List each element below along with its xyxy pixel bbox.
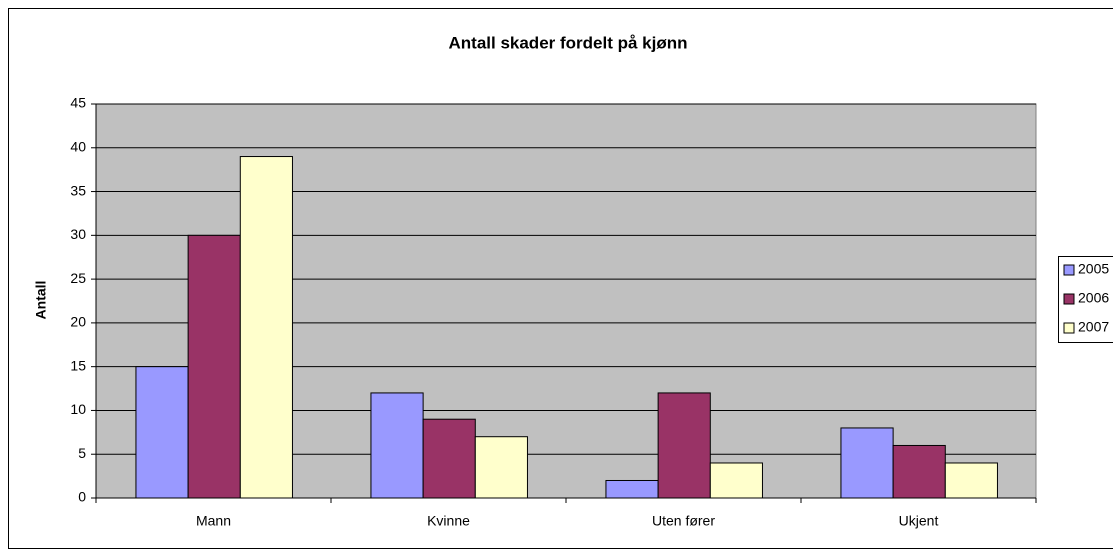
x-tick-label: Kvinne: [427, 513, 470, 529]
x-tick-label: Uten fører: [652, 513, 715, 529]
bar: [371, 393, 423, 498]
y-tick-label: 30: [70, 226, 86, 242]
legend-label: 2005: [1078, 261, 1109, 277]
bar: [423, 419, 475, 498]
bar: [658, 393, 710, 498]
bar: [945, 463, 997, 498]
y-tick-label: 0: [78, 489, 86, 505]
x-tick-label: Ukjent: [899, 513, 939, 529]
legend-label: 2007: [1078, 319, 1109, 335]
y-tick-label: 10: [70, 401, 86, 417]
y-axis-label: Antall: [33, 281, 49, 320]
y-tick-label: 5: [78, 445, 86, 461]
y-tick-label: 40: [70, 138, 86, 154]
bar: [136, 367, 188, 498]
y-tick-label: 45: [70, 95, 86, 111]
bar: [475, 437, 527, 498]
legend-swatch: [1064, 323, 1074, 333]
y-tick-label: 15: [70, 357, 86, 373]
legend-label: 2006: [1078, 290, 1109, 306]
bar: [240, 157, 292, 498]
bar: [841, 428, 893, 498]
bar: [188, 235, 240, 498]
legend-swatch: [1064, 265, 1074, 275]
chart-title: Antall skader fordelt på kjønn: [449, 33, 688, 52]
y-tick-label: 35: [70, 182, 86, 198]
bar: [710, 463, 762, 498]
y-tick-label: 20: [70, 314, 86, 330]
legend-swatch: [1064, 294, 1074, 304]
bar: [606, 480, 658, 498]
x-tick-label: Mann: [196, 513, 231, 529]
bar: [893, 445, 945, 498]
y-tick-label: 25: [70, 270, 86, 286]
